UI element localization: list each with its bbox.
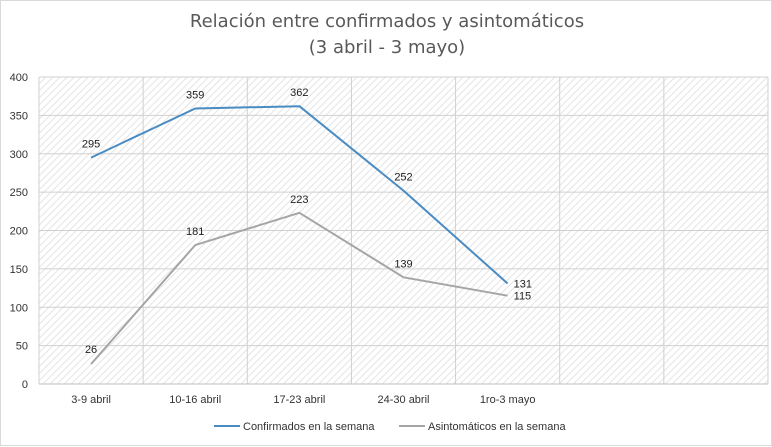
data-label: 223 <box>290 194 308 206</box>
data-label: 115 <box>514 291 532 303</box>
legend-label-1: Confirmados en la semana <box>243 421 375 433</box>
legend-label-2: Asintomáticos en la semana <box>428 421 566 433</box>
data-label: 252 <box>394 172 412 184</box>
data-labels: 295 359 362 252 131 26 181 223 139 115 <box>82 87 532 356</box>
data-label: 139 <box>394 258 412 270</box>
y-tick-label: 50 <box>16 341 28 353</box>
y-tick-label: 0 <box>22 379 28 391</box>
data-label: 295 <box>82 139 100 151</box>
data-label: 362 <box>290 87 308 99</box>
y-tick-label: 350 <box>10 110 28 122</box>
y-tick-label: 100 <box>10 302 28 314</box>
x-tick-label: 10-16 abril <box>169 394 221 406</box>
series-line-1 <box>90 105 509 285</box>
y-tick-label: 400 <box>10 72 28 84</box>
axes: 0 50 100 150 200 250 300 350 400 3-9 abril 10-16 a… <box>10 72 768 406</box>
x-tick-label: 17-23 abril <box>273 394 325 406</box>
y-tick-label: 250 <box>10 187 28 199</box>
gridlines <box>38 76 769 385</box>
data-label: 26 <box>85 344 97 356</box>
x-tick-label: 3-9 abril <box>71 394 111 406</box>
y-tick-label: 200 <box>10 226 28 238</box>
x-tick-label: 1ro-3 mayo <box>480 394 536 406</box>
data-label: 131 <box>514 278 532 290</box>
chart-title: Relación entre confirmados y asintomátic… <box>189 11 585 32</box>
data-label: 359 <box>186 89 204 101</box>
series-line-2 <box>90 211 508 365</box>
y-tick-label: 300 <box>10 149 28 161</box>
x-tick-label: 24-30 abril <box>378 394 430 406</box>
data-label: 181 <box>186 226 204 238</box>
chart-subtitle: (3 abril - 3 mayo) <box>308 37 466 58</box>
legend: Confirmados en la semana Asintomáticos en… <box>214 421 566 433</box>
y-tick-label: 150 <box>10 264 28 276</box>
series <box>90 105 509 365</box>
